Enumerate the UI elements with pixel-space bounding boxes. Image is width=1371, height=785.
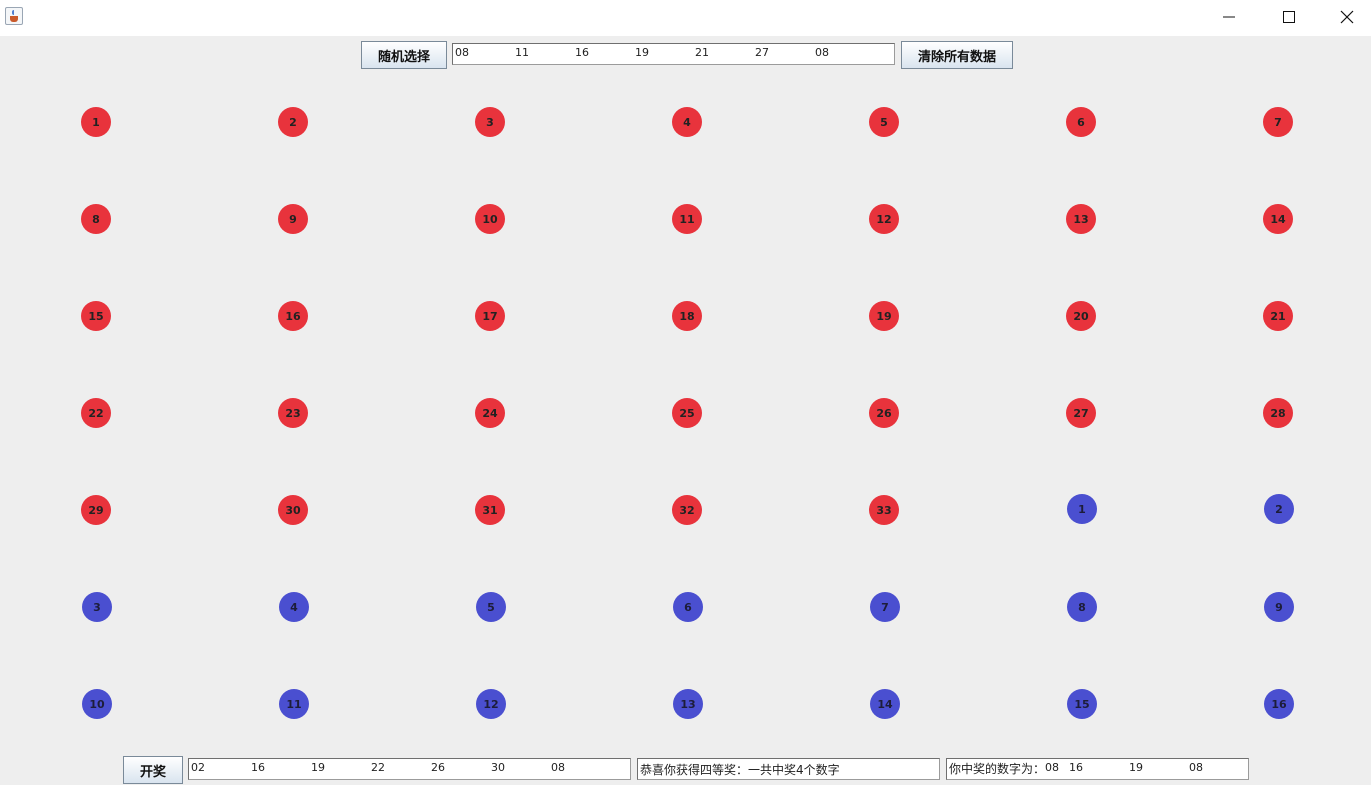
random-number: 11 — [515, 46, 529, 59]
red-ball[interactable]: 11 — [672, 204, 702, 234]
red-ball[interactable]: 24 — [475, 398, 505, 428]
blue-ball[interactable]: 11 — [279, 689, 309, 719]
draw-number: 22 — [371, 761, 385, 774]
title-bar — [0, 0, 1371, 36]
red-ball[interactable]: 10 — [475, 204, 505, 234]
red-ball[interactable]: 18 — [672, 301, 702, 331]
red-ball[interactable]: 30 — [278, 495, 308, 525]
red-ball[interactable]: 28 — [1263, 398, 1293, 428]
red-ball[interactable]: 31 — [475, 495, 505, 525]
red-ball[interactable]: 25 — [672, 398, 702, 428]
blue-ball[interactable]: 12 — [476, 689, 506, 719]
red-ball[interactable]: 12 — [869, 204, 899, 234]
blue-ball[interactable]: 3 — [82, 592, 112, 622]
blue-ball[interactable]: 8 — [1067, 592, 1097, 622]
blue-ball[interactable]: 5 — [476, 592, 506, 622]
red-ball[interactable]: 5 — [869, 107, 899, 137]
random-number: 19 — [635, 46, 649, 59]
blue-ball[interactable]: 4 — [279, 592, 309, 622]
red-ball[interactable]: 3 — [475, 107, 505, 137]
red-ball[interactable]: 32 — [672, 495, 702, 525]
random-number: 27 — [755, 46, 769, 59]
red-ball[interactable]: 21 — [1263, 301, 1293, 331]
red-ball[interactable]: 19 — [869, 301, 899, 331]
red-ball[interactable]: 4 — [672, 107, 702, 137]
red-ball[interactable]: 13 — [1066, 204, 1096, 234]
red-ball[interactable]: 26 — [869, 398, 899, 428]
random-number: 08 — [815, 46, 829, 59]
maximize-icon — [1283, 11, 1295, 23]
close-icon — [1340, 10, 1354, 24]
red-ball[interactable]: 2 — [278, 107, 308, 137]
red-ball[interactable]: 16 — [278, 301, 308, 331]
draw-numbers-field[interactable]: 02 16 19 22 26 30 08 — [188, 758, 631, 780]
draw-number: 26 — [431, 761, 445, 774]
random-number: 16 — [575, 46, 589, 59]
java-app-icon — [5, 7, 23, 25]
winning-numbers-field[interactable]: 你中奖的数字为： 08 16 19 08 — [946, 758, 1249, 780]
blue-ball[interactable]: 15 — [1067, 689, 1097, 719]
red-ball[interactable]: 33 — [869, 495, 899, 525]
random-select-button[interactable]: 随机选择 — [361, 41, 447, 69]
blue-ball[interactable]: 6 — [673, 592, 703, 622]
close-button[interactable] — [1318, 0, 1371, 34]
red-ball[interactable]: 9 — [278, 204, 308, 234]
red-ball[interactable]: 29 — [81, 495, 111, 525]
blue-ball[interactable]: 13 — [673, 689, 703, 719]
winning-number: 16 — [1069, 761, 1083, 774]
red-ball[interactable]: 20 — [1066, 301, 1096, 331]
blue-ball[interactable]: 9 — [1264, 592, 1294, 622]
clear-all-data-button[interactable]: 清除所有数据 — [901, 41, 1013, 69]
blue-ball[interactable]: 1 — [1067, 494, 1097, 524]
draw-number: 16 — [251, 761, 265, 774]
random-number: 08 — [455, 46, 469, 59]
winning-number: 19 — [1129, 761, 1143, 774]
blue-ball[interactable]: 10 — [82, 689, 112, 719]
red-ball[interactable]: 7 — [1263, 107, 1293, 137]
winning-number: 08 — [1045, 761, 1059, 774]
red-ball[interactable]: 8 — [81, 204, 111, 234]
red-ball[interactable]: 15 — [81, 301, 111, 331]
draw-lottery-button[interactable]: 开奖 — [123, 756, 183, 784]
blue-ball[interactable]: 16 — [1264, 689, 1294, 719]
minimize-button[interactable] — [1200, 0, 1258, 34]
draw-number: 08 — [551, 761, 565, 774]
draw-number: 30 — [491, 761, 505, 774]
blue-ball[interactable]: 14 — [870, 689, 900, 719]
red-ball[interactable]: 27 — [1066, 398, 1096, 428]
minimize-icon — [1223, 16, 1235, 18]
red-ball[interactable]: 6 — [1066, 107, 1096, 137]
red-ball[interactable]: 23 — [278, 398, 308, 428]
red-ball[interactable]: 17 — [475, 301, 505, 331]
prize-message: 恭喜你获得四等奖：一共中奖4个数字 — [640, 763, 840, 777]
winning-number: 08 — [1189, 761, 1203, 774]
red-ball[interactable]: 14 — [1263, 204, 1293, 234]
winning-numbers-label: 你中奖的数字为： — [949, 762, 1046, 776]
maximize-button[interactable] — [1260, 0, 1318, 34]
blue-ball[interactable]: 7 — [870, 592, 900, 622]
random-number: 21 — [695, 46, 709, 59]
draw-number: 19 — [311, 761, 325, 774]
draw-number: 02 — [191, 761, 205, 774]
red-ball[interactable]: 1 — [81, 107, 111, 137]
blue-ball[interactable]: 2 — [1264, 494, 1294, 524]
prize-message-field[interactable]: 恭喜你获得四等奖：一共中奖4个数字 — [637, 758, 940, 780]
red-ball[interactable]: 22 — [81, 398, 111, 428]
random-numbers-field[interactable]: 08 11 16 19 21 27 08 — [452, 43, 895, 65]
